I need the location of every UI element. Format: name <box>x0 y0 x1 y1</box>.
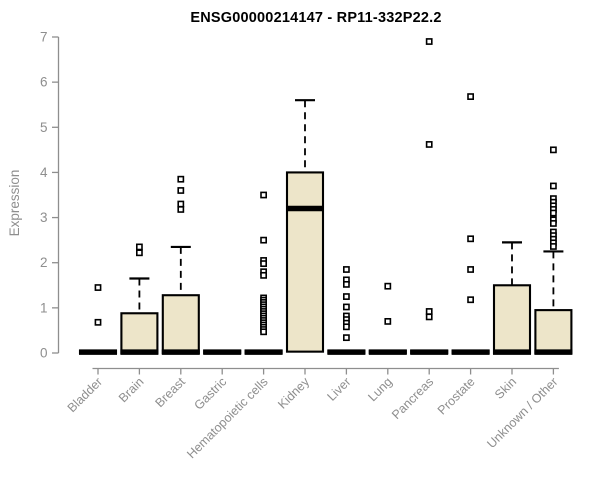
box-group-gastric <box>203 349 242 355</box>
outlier-point <box>342 303 350 311</box>
outlier-point <box>467 296 474 304</box>
box-group-kidney <box>285 99 325 353</box>
y-tick-label: 2 <box>40 255 48 270</box>
x-tick-label-lung: Lung <box>365 375 395 405</box>
outlier-point <box>260 328 267 336</box>
outlier-point <box>425 308 433 315</box>
box-group-prostate <box>451 93 490 355</box>
box-unknown-other <box>534 309 573 355</box>
box-group-liver <box>327 266 366 355</box>
outlier-point <box>342 293 350 300</box>
outlier-point <box>342 323 350 331</box>
outlier-point <box>549 243 557 250</box>
outlier-point <box>425 141 433 148</box>
y-tick-label: 3 <box>40 210 48 225</box>
outlier-point <box>342 280 350 288</box>
x-tick-label-brain: Brain <box>116 375 147 406</box>
x-tick-label-prostate: Prostate <box>435 375 478 418</box>
outlier-point <box>136 249 143 257</box>
box-group-bladder <box>78 284 118 355</box>
outlier-point <box>177 206 185 213</box>
x-tick-label-hematopoietic-cells: Hematopoietic cells <box>184 375 271 462</box>
outlier-point <box>260 236 267 244</box>
outlier-point <box>467 93 474 100</box>
x-tick-label-breast: Breast <box>152 374 188 410</box>
x-tick-label-kidney: Kidney <box>275 374 312 411</box>
box-group-unknown-other <box>534 146 573 355</box>
box-group-hematopoietic-cells <box>244 191 283 355</box>
box-group-pancreas <box>410 38 449 355</box>
outlier-point <box>425 313 433 321</box>
outlier-point <box>94 284 102 291</box>
outlier-point <box>549 146 557 154</box>
chart-title: ENSG00000214147 - RP11-332P22.2 <box>190 10 442 26</box>
outlier-point <box>549 220 557 227</box>
y-tick-label: 6 <box>40 75 48 90</box>
x-tick-label-gastric: Gastric <box>191 375 229 413</box>
outlier-point <box>549 182 557 190</box>
outlier-point <box>467 266 474 273</box>
outlier-point <box>384 282 392 290</box>
box-kidney <box>285 171 325 353</box>
x-tick-label-pancreas: Pancreas <box>389 375 436 422</box>
box-skin <box>492 284 532 355</box>
y-tick-label: 7 <box>40 30 48 45</box>
outlier-point <box>177 187 185 194</box>
outlier-point <box>177 175 185 183</box>
outlier-point <box>94 318 102 326</box>
y-tick-label: 0 <box>40 346 48 361</box>
y-tick-label: 1 <box>40 300 48 315</box>
outlier-point <box>425 38 433 45</box>
box-brain <box>120 312 159 355</box>
x-tick-label-unknown-other: Unknown / Other <box>484 375 560 451</box>
x-tick-label-bladder: Bladder <box>65 375 105 415</box>
box-group-skin <box>492 241 532 355</box>
outlier-point <box>136 243 143 251</box>
box-breast <box>161 294 200 355</box>
outlier-point <box>342 334 350 342</box>
outlier-point <box>384 317 392 325</box>
box-group-brain <box>120 243 159 355</box>
outlier-point <box>260 271 267 279</box>
box-group-lung <box>368 282 407 355</box>
x-tick-label-liver: Liver <box>324 375 353 404</box>
x-tick-label-skin: Skin <box>492 375 519 402</box>
outlier-point <box>260 191 267 199</box>
outlier-point <box>342 266 350 273</box>
box-group-breast <box>161 175 200 355</box>
outlier-point <box>467 235 474 243</box>
outlier-point <box>549 209 557 217</box>
outlier-point <box>177 200 185 208</box>
y-tick-label: 5 <box>40 120 48 135</box>
y-tick-label: 4 <box>40 165 48 180</box>
outlier-point <box>260 260 267 268</box>
